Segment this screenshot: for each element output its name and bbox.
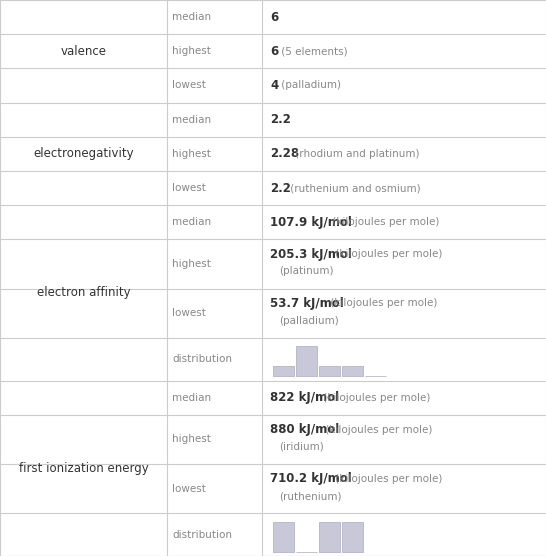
Bar xyxy=(319,366,340,376)
Text: (kilojoules per mole): (kilojoules per mole) xyxy=(327,299,437,309)
Text: 880 kJ/mol: 880 kJ/mol xyxy=(270,423,340,436)
Text: 2.2: 2.2 xyxy=(270,181,292,195)
Text: (5 elements): (5 elements) xyxy=(278,46,347,56)
Text: 107.9 kJ/mol: 107.9 kJ/mol xyxy=(270,216,352,229)
Text: 6: 6 xyxy=(270,11,278,23)
Bar xyxy=(342,522,363,552)
Bar xyxy=(342,366,363,376)
Text: highest: highest xyxy=(172,149,211,159)
Text: 205.3 kJ/mol: 205.3 kJ/mol xyxy=(270,247,352,261)
Text: median: median xyxy=(172,115,211,125)
Bar xyxy=(273,366,294,376)
Text: (platinum): (platinum) xyxy=(278,266,333,276)
Text: 822 kJ/mol: 822 kJ/mol xyxy=(270,391,340,404)
Text: (kilojoules per mole): (kilojoules per mole) xyxy=(322,425,432,435)
Text: distribution: distribution xyxy=(172,354,232,364)
Text: 2.28: 2.28 xyxy=(270,147,300,160)
Text: (kilojoules per mole): (kilojoules per mole) xyxy=(319,393,430,403)
Bar xyxy=(296,346,317,376)
Bar xyxy=(273,522,294,552)
Text: (ruthenium): (ruthenium) xyxy=(278,491,341,501)
Text: lowest: lowest xyxy=(172,308,206,318)
Text: highest: highest xyxy=(172,259,211,269)
Text: (rhodium and platinum): (rhodium and platinum) xyxy=(292,149,419,159)
Text: highest: highest xyxy=(172,46,211,56)
Bar xyxy=(319,522,340,552)
Text: electronegativity: electronegativity xyxy=(33,147,134,160)
Text: first ionization energy: first ionization energy xyxy=(19,462,149,475)
Text: 6: 6 xyxy=(270,45,278,58)
Text: lowest: lowest xyxy=(172,484,206,494)
Text: 4: 4 xyxy=(270,79,278,92)
Text: (kilojoules per mole): (kilojoules per mole) xyxy=(332,249,442,259)
Text: 2.2: 2.2 xyxy=(270,113,292,126)
Text: (palladium): (palladium) xyxy=(278,81,341,91)
Text: lowest: lowest xyxy=(172,81,206,91)
Text: highest: highest xyxy=(172,434,211,444)
Text: median: median xyxy=(172,12,211,22)
Text: electron affinity: electron affinity xyxy=(37,286,130,299)
Text: median: median xyxy=(172,393,211,403)
Text: (ruthenium and osmium): (ruthenium and osmium) xyxy=(287,183,421,193)
Text: median: median xyxy=(172,217,211,227)
Text: distribution: distribution xyxy=(172,530,232,540)
Text: 710.2 kJ/mol: 710.2 kJ/mol xyxy=(270,472,352,485)
Text: (palladium): (palladium) xyxy=(278,316,339,326)
Text: 53.7 kJ/mol: 53.7 kJ/mol xyxy=(270,297,344,310)
Text: (kilojoules per mole): (kilojoules per mole) xyxy=(329,217,439,227)
Text: lowest: lowest xyxy=(172,183,206,193)
Text: (kilojoules per mole): (kilojoules per mole) xyxy=(332,474,442,484)
Text: (iridium): (iridium) xyxy=(278,442,323,452)
Text: valence: valence xyxy=(61,45,106,58)
